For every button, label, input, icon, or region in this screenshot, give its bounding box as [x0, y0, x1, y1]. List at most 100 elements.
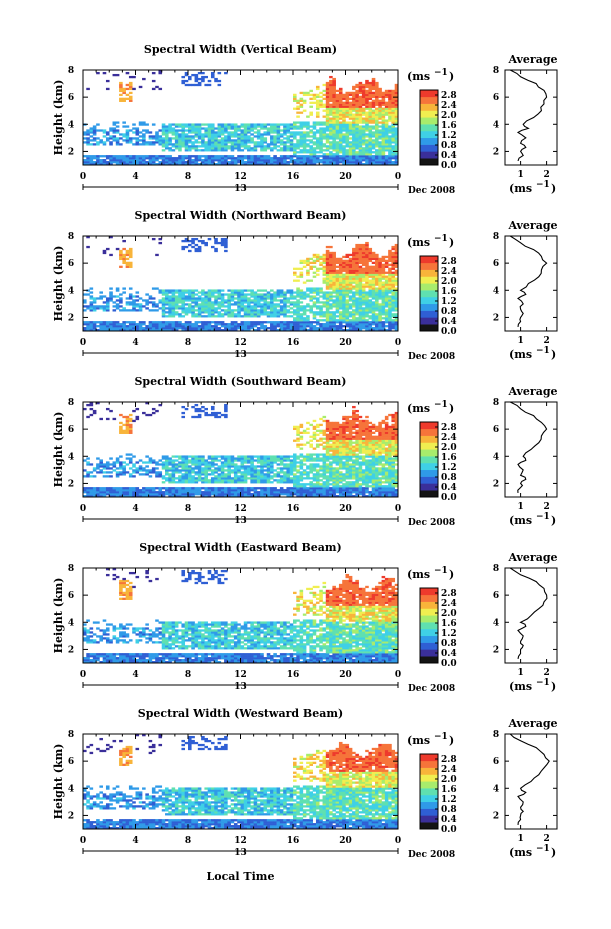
heatmap-cell [165, 135, 169, 138]
heatmap-cell [122, 133, 126, 136]
heatmap-cell [240, 149, 245, 152]
heatmap-cell [384, 255, 389, 259]
heatmap-cell [365, 111, 369, 114]
heatmap-cell [270, 301, 274, 304]
heatmap-cell [342, 137, 346, 140]
heatmap-cell [391, 265, 396, 268]
heatmap-cell [296, 107, 300, 110]
heatmap-cell [201, 155, 205, 158]
heatmap-cell [355, 251, 359, 255]
heatmap-cell [315, 101, 320, 104]
heatmap-cell [322, 301, 327, 304]
heatmap-cell [125, 417, 130, 421]
heatmap-cell [161, 477, 166, 480]
heatmap-cell [132, 465, 136, 468]
heatmap-cell [394, 283, 399, 286]
heatmap-cell [279, 155, 284, 158]
heatmap-cell [233, 161, 238, 164]
heatmap-cell [368, 85, 373, 89]
heatmap-cell [279, 299, 284, 302]
heatmap-cell [365, 265, 369, 268]
heatmap-cell [361, 119, 366, 122]
heatmap-cell [92, 131, 97, 134]
heatmap-cell [138, 459, 143, 462]
heatmap-cell [309, 323, 313, 326]
heatmap-cell [197, 131, 202, 134]
heatmap-cell [207, 289, 212, 292]
heatmap-cell [338, 263, 343, 266]
heatmap-cell [296, 311, 300, 314]
heatmap-cell [338, 317, 343, 320]
heatmap-cell [188, 127, 192, 130]
heatmap-cell [355, 117, 359, 120]
heatmap-cell [368, 293, 373, 296]
heatmap-cell [230, 143, 235, 146]
heatmap-cell [391, 281, 396, 284]
heatmap-cell [358, 81, 363, 85]
heatmap-cell [96, 137, 100, 140]
heatmap-cell [345, 329, 350, 332]
heatmap-cell [155, 159, 159, 162]
heatmap-cell [224, 161, 228, 164]
heatmap-cell [394, 87, 399, 91]
heatmap-cell [394, 163, 399, 166]
heatmap-cell [214, 489, 218, 492]
heatmap-cell [338, 149, 343, 152]
heatmap-cell [112, 121, 117, 124]
heatmap-cell [83, 309, 87, 312]
heatmap-cell [276, 305, 281, 308]
heatmap-cell [345, 301, 350, 304]
heatmap-cell [345, 271, 350, 274]
heatmap-cell [315, 307, 320, 310]
heatmap-cell [197, 145, 202, 148]
heatmap-cell [138, 163, 143, 166]
heatmap-cell [302, 131, 307, 134]
heatmap-cell [283, 311, 287, 314]
heatmap-cell [338, 303, 343, 306]
heatmap-cell [194, 455, 199, 458]
heatmap-cell [394, 269, 399, 272]
heatmap-cell [391, 153, 396, 156]
heatmap-cell [178, 469, 182, 472]
heatmap-cell [158, 129, 163, 132]
heatmap-cell [204, 303, 208, 306]
heatmap-cell [394, 259, 399, 263]
heatmap-cell [375, 283, 379, 286]
heatmap-cell [345, 157, 350, 160]
heatmap-cell [381, 271, 386, 274]
heatmap-cell [165, 155, 169, 158]
heatmap-cell [207, 473, 212, 476]
heatmap-cell [368, 269, 373, 272]
heatmap-cell [181, 305, 186, 308]
y-tick-label: 8 [68, 66, 74, 76]
heatmap-cell [371, 105, 376, 108]
heatmap-cell [256, 155, 261, 158]
heatmap-cell [151, 143, 156, 146]
heatmap-cell [299, 131, 304, 134]
heatmap-cell [375, 87, 379, 91]
heatmap-cell [207, 149, 212, 152]
heatmap-cell [279, 159, 284, 162]
heatmap-cell [335, 329, 340, 332]
heatmap-cell [201, 135, 205, 138]
heatmap-cell [184, 493, 189, 496]
heatmap-cell [361, 277, 366, 280]
heatmap-cell [217, 149, 222, 152]
heatmap-cell [240, 139, 245, 142]
heatmap-cell [352, 129, 356, 132]
heatmap-cell [86, 495, 90, 498]
heatmap-cell [230, 491, 235, 494]
heatmap-cell [135, 137, 140, 140]
heatmap-cell [266, 129, 271, 132]
heatmap-cell [201, 325, 205, 328]
heatmap-cell [286, 291, 291, 294]
heatmap-cell [391, 293, 396, 296]
heatmap-cell [204, 487, 208, 490]
heatmap-cell [125, 139, 130, 142]
heatmap-cell [214, 487, 218, 490]
heatmap-cell [381, 149, 386, 152]
heatmap-cell [352, 97, 356, 100]
heatmap-cell [365, 107, 369, 110]
heatmap-cell [217, 163, 222, 166]
heatmap-cell [325, 283, 330, 286]
